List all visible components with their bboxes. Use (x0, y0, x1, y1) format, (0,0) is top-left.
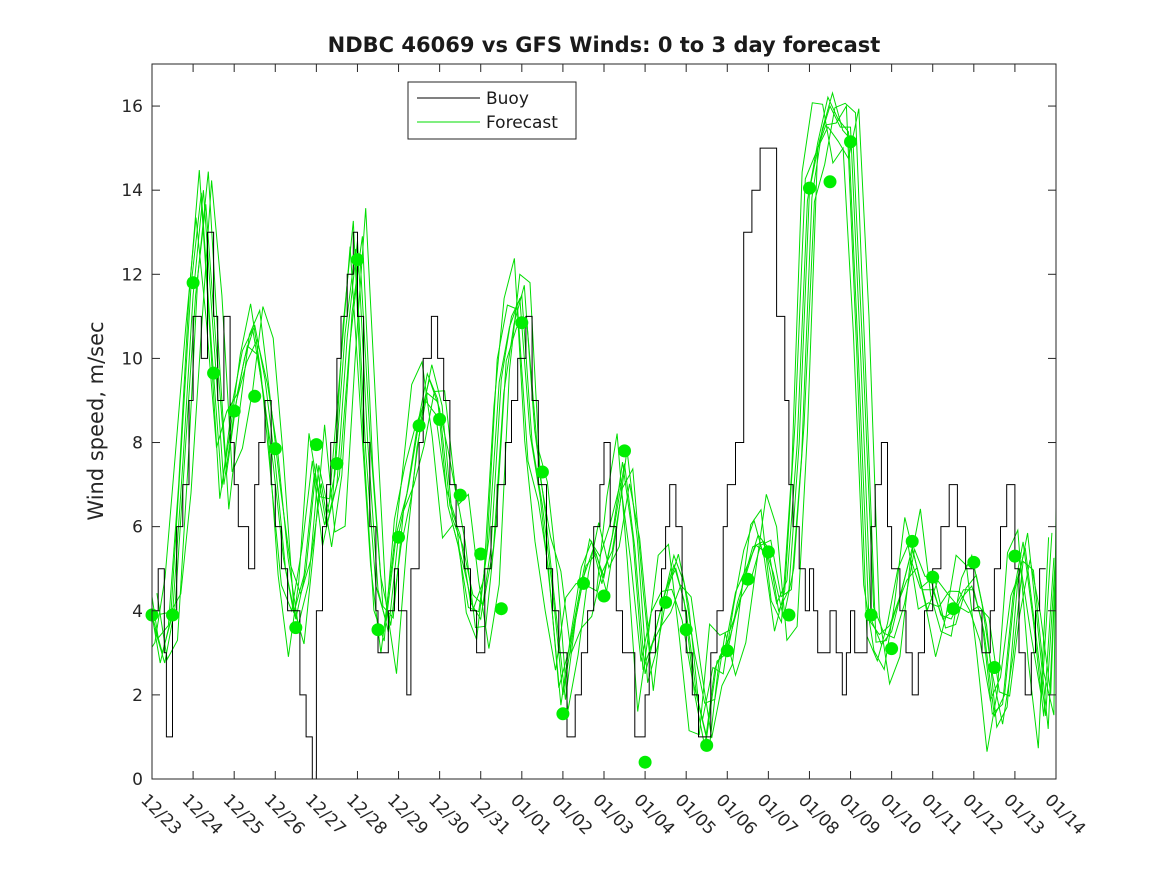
forecast-marker (803, 181, 816, 195)
forecast-marker (494, 602, 508, 616)
y-tick-label: 16 (121, 97, 143, 117)
forecast-marker (987, 661, 1001, 674)
forecast-marker (618, 444, 631, 458)
forecast-line-6 (151, 95, 1055, 747)
forecast-marker (289, 621, 303, 635)
forecast-marker (823, 175, 837, 189)
forecast-marker (248, 389, 262, 403)
forecast-marker (761, 545, 775, 559)
buoy-line (152, 147, 1046, 780)
forecast-marker (700, 738, 714, 752)
forecast-marker (166, 608, 179, 622)
forecast-marker (577, 576, 590, 590)
legend-box (407, 81, 577, 140)
y-tick-label: 6 (132, 518, 143, 538)
forecast-line-1 (156, 102, 1057, 739)
y-tick-label: 14 (121, 181, 143, 201)
forecast-marker (330, 457, 344, 471)
y-tick-label: 8 (132, 434, 143, 454)
forecast-marker (741, 572, 755, 586)
y-tick-label: 4 (132, 602, 143, 622)
forecast-marker (392, 530, 405, 544)
forecast-marker (556, 707, 570, 721)
forecast-marker (844, 135, 857, 149)
forecast-marker (905, 534, 919, 548)
forecast-marker (207, 366, 221, 380)
y-tick-label: 0 (132, 770, 143, 790)
forecast-marker (720, 644, 734, 658)
y-tick-label: 12 (121, 265, 143, 285)
y-axis-label: Wind speed, m/sec (84, 321, 108, 520)
forecast-marker (309, 438, 323, 452)
chart-title: NDBC 46069 vs GFS Winds: 0 to 3 day fore… (328, 33, 881, 57)
forecast-marker (926, 570, 940, 584)
legend-forecast-label: Forecast (486, 113, 558, 133)
forecast-marker (782, 608, 796, 622)
forecast-marker (412, 419, 426, 433)
y-axis: 0 2 4 6 8 10 12 14 16 (121, 97, 1056, 790)
forecast-marker (474, 547, 488, 561)
plot-area (152, 64, 1056, 779)
forecast-marker (885, 642, 899, 656)
forecast-marker (864, 608, 878, 622)
forecast-marker (453, 488, 467, 502)
forecast-marker (268, 442, 282, 456)
forecast-marker (351, 253, 364, 267)
forecast-marker (371, 623, 385, 637)
forecast-marker (679, 623, 693, 637)
forecast-marker (515, 316, 529, 330)
legend: Buoy Forecast (407, 81, 577, 140)
forecast-marker (186, 276, 200, 290)
forecast-marker (535, 465, 549, 479)
forecast-marker (433, 412, 447, 426)
y-tick-label: 2 (132, 686, 143, 706)
forecast-marker (597, 589, 611, 603)
forecast-marker (967, 555, 981, 569)
legend-buoy-label: Buoy (486, 89, 529, 109)
forecast-marker (659, 595, 673, 609)
forecast-marker (227, 404, 241, 418)
forecast-marker (1008, 549, 1022, 563)
forecast-marker (638, 755, 652, 769)
y-tick-label: 10 (121, 349, 143, 369)
forecast-marker (946, 602, 960, 616)
